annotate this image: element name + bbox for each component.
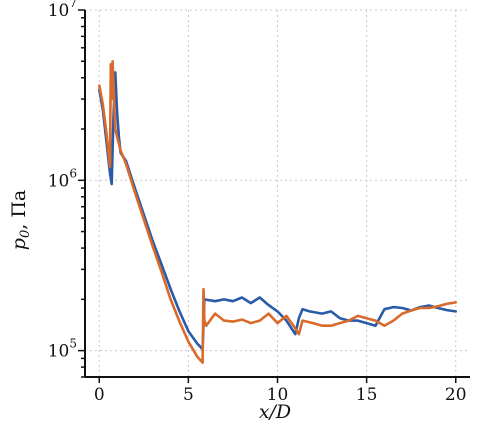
y-tick-label: 105 — [48, 337, 77, 362]
y-axis-title-subscript: 0 — [18, 230, 33, 238]
y-tick-label-exponent: 5 — [69, 337, 77, 351]
y-tick-label-base: 10 — [48, 171, 70, 191]
x-tick-label: 0 — [94, 385, 105, 405]
y-tick-label-base: 10 — [48, 1, 70, 21]
y-tick-label-exponent: 6 — [69, 166, 77, 180]
x-tick-label: 10 — [267, 385, 289, 405]
series-layer — [98, 60, 457, 364]
series-line-1 — [98, 71, 457, 351]
x-axis-title: x/D — [259, 401, 291, 423]
series-line-2 — [98, 60, 457, 364]
y-axis-title: p0, Па — [8, 190, 33, 250]
y-tick-label-base: 10 — [48, 342, 70, 362]
y-axis-title-variable: p — [8, 238, 30, 250]
y-tick-label: 106 — [48, 166, 77, 191]
x-tick-label: 20 — [445, 385, 467, 405]
grid — [85, 9, 470, 377]
y-axis-title-unit: , Па — [8, 190, 30, 230]
x-tick-label: 15 — [356, 385, 378, 405]
y-tick-label-exponent: 7 — [69, 0, 77, 10]
y-tick-label: 107 — [48, 0, 77, 21]
x-tick-label: 5 — [183, 385, 194, 405]
